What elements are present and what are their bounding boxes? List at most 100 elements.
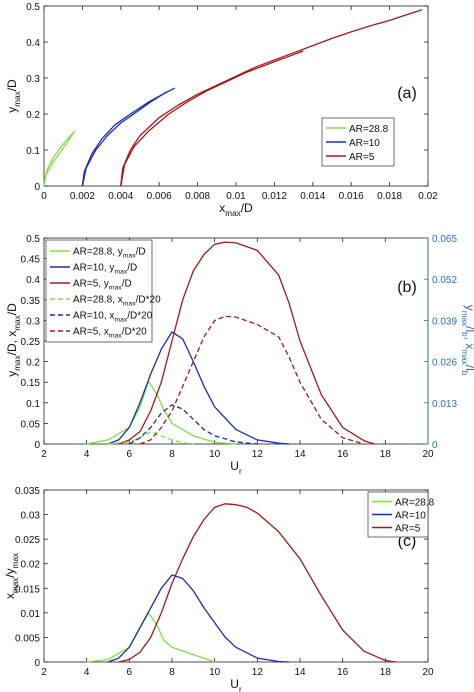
panel-c-y-tick-label: 0.015 — [15, 584, 40, 595]
panel-a-y-axis-label-part: /D — [5, 79, 19, 91]
panel-b-x-axis-label-part: r — [239, 467, 242, 476]
panel-b-y-tick-label: 0 — [34, 440, 40, 451]
panel-c-x-tick-label: 4 — [84, 667, 90, 678]
panel-b-x-tick-label: 12 — [252, 449, 264, 460]
panel-b-x-tick-label: 14 — [294, 449, 306, 460]
panel-c-y-tick-label: 0.02 — [21, 560, 41, 571]
panel-b-y-tick-label: 0.45 — [21, 255, 41, 266]
panel-a-legend-label: AR=10 — [349, 138, 380, 149]
panel-b-legend-label-part: max — [109, 333, 122, 340]
panel-c-x-axis-label-part: U — [230, 677, 239, 691]
panel-b-x-tick-label: 18 — [380, 449, 392, 460]
panel-b-legend-label-part: AR=5, x — [73, 327, 109, 338]
panel-c-y-axis-label-part: max — [11, 578, 20, 593]
panel-c-y-axis-label-part: max — [11, 553, 20, 568]
panel-a-y-tick-label: 0.5 — [26, 2, 40, 13]
panel-b-y-right-axis-label-part: /l — [463, 326, 474, 332]
panel-b-y-tick-label: 0.4 — [26, 275, 40, 286]
panel-b-panel-label: (b) — [397, 279, 417, 296]
panel-b-y-right-tick-label: 0 — [432, 440, 438, 451]
panel-a-legend-label: AR=5 — [349, 152, 375, 163]
panel-b-legend-label-part: max — [123, 253, 136, 260]
panel-b-x-tick-label: 4 — [84, 449, 90, 460]
panel-b-legend-label-part: AR=5, y — [73, 279, 109, 290]
panel-b-y-axis-label: ymax/D, xmax/D — [5, 303, 22, 377]
panel-b-y-tick-label: 0.25 — [21, 337, 41, 348]
panel-b-y-right-axis-label-part: y — [463, 305, 474, 311]
panel-b-legend-label-part: /D*20 — [122, 327, 147, 338]
panel-c-y-axis-label: xmax/ymax — [3, 553, 20, 599]
panel-b-y-tick-label: 0.05 — [21, 419, 41, 430]
panel-a-x-tick-label: 0.018 — [377, 191, 402, 202]
panel-b-series-line-4 — [128, 404, 258, 445]
panel-c-x-tick-label: 2 — [41, 667, 47, 678]
panel-a-x-tick-label: 0.01 — [226, 191, 246, 202]
panel-c-x-axis-label: Ur — [230, 677, 242, 692]
panel-b-series-line-1 — [107, 331, 290, 445]
panel-c-x-axis-label-part: r — [239, 685, 242, 692]
panel-a-x-axis-label-part: x — [219, 201, 225, 215]
panel-c-y-tick-label: 0.035 — [15, 486, 40, 497]
panel-b-series-line-2 — [118, 241, 375, 445]
panel-b-legend-label-part: /D*20 — [136, 295, 161, 306]
panel-c-x-tick-label: 18 — [380, 667, 392, 678]
panel-c-chart: 2 4 6 8 10 12 14 16 18 20 0 0.005 0.01 0.015 0.02 0.025… — [3, 486, 435, 692]
panel-a-x-tick-label: 0 — [41, 191, 47, 202]
panel-b-legend-label-part: AR=10, x — [73, 311, 114, 322]
panel-a-x-axis-label: xmax/D — [219, 201, 253, 218]
panel-b-x-tick-label: 2 — [41, 449, 47, 460]
panel-b-series-line-5 — [139, 315, 365, 445]
panel-b-y-tick-label: 0.5 — [26, 234, 40, 245]
panel-b-series-line-0 — [86, 380, 237, 445]
panel-c-y-tick-label: 0 — [34, 658, 40, 669]
panel-a-chart: 0 0.002 0.004 0.006 0.008 0.01 0.012 0.014 0.016… — [5, 2, 438, 218]
panel-c-x-tick-label: 8 — [169, 667, 175, 678]
panel-b-legend-label: AR=10, xmax/D*20 — [73, 311, 153, 324]
panel-b-legend-label-part: /D — [127, 263, 137, 274]
panel-b-x-tick-label: 16 — [337, 449, 349, 460]
panel-b-legend-label: AR=5, xmax/D*20 — [73, 327, 147, 340]
panel-a-x-tick-label: 0.016 — [339, 191, 364, 202]
panel-a-y-tick-label: 0 — [34, 182, 40, 193]
panel-a-x-tick-label: 0.012 — [262, 191, 287, 202]
panel-a-y-tick-label: 0.1 — [26, 146, 40, 157]
panel-c-y-tick-label: 0.025 — [15, 535, 40, 546]
panel-a-series-line-3 — [81, 91, 168, 187]
panel-a-panel-label: (a) — [397, 85, 417, 102]
panel-a-series-line-4 — [120, 8, 423, 187]
panel-b-y-tick-label: 0.15 — [21, 378, 41, 389]
panel-c-legend-label: AR=28.8 — [395, 497, 435, 508]
panel-b-y-right-tick-label: 0.065 — [432, 234, 457, 245]
panel-b-legend-label-part: /D — [122, 279, 132, 290]
panel-c-y-axis-label-part: x — [3, 593, 17, 599]
panel-c-x-tick-label: 14 — [294, 667, 306, 678]
panel-b-y-axis-label-part: /D — [5, 303, 19, 315]
panel-b-legend-label: AR=5, ymax/D — [73, 279, 132, 292]
panel-b-legend-label-part: AR=10, y — [73, 263, 114, 274]
panel-c-x-tick-label: 12 — [252, 667, 264, 678]
panel-b-legend-label-part: /D*20 — [127, 311, 152, 322]
panel-b-chart: 2 4 6 8 10 12 14 16 18 2000.050.10.150.20.250.30.… — [5, 234, 474, 476]
panel-a-x-tick-label: 0.006 — [147, 191, 172, 202]
panel-c-series-line-0 — [86, 612, 215, 663]
panel-c-x-tick-label: 10 — [209, 667, 221, 678]
panel-a-y-tick-label: 0.4 — [26, 38, 40, 49]
panel-b-y-axis-label-part: /D, x — [5, 331, 19, 356]
panel-b-legend-label-part: max — [114, 269, 127, 276]
panel-b-y-axis-label-part: max — [13, 315, 22, 330]
panel-b-y-right-tick-label: 0.026 — [432, 358, 457, 369]
panel-a-x-tick-label: 0.014 — [300, 191, 325, 202]
panel-a-x-axis-label-part: max — [225, 209, 240, 218]
panel-b-y-right-axis-label-part: b — [460, 332, 469, 337]
panel-a-x-tick-label: 0.02 — [418, 191, 438, 202]
panel-c-x-tick-label: 6 — [127, 667, 133, 678]
panel-c-y-tick-label: 0.01 — [21, 609, 41, 620]
panel-c-y-tick-label: 0.03 — [21, 511, 41, 522]
panel-b-y-axis-label-part: y — [5, 371, 19, 377]
panel-b-x-tick-label: 10 — [209, 449, 221, 460]
panel-a-series-line-5 — [120, 50, 304, 187]
panel-a-legend-label: AR=28.8 — [349, 124, 389, 135]
panel-b-y-tick-label: 0.35 — [21, 296, 41, 307]
panel-b-y-right-axis-label-part: , x — [463, 337, 474, 350]
